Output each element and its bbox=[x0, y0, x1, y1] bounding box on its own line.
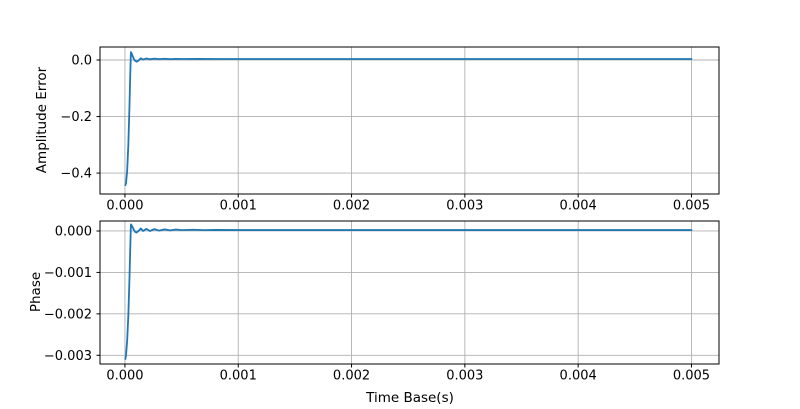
x-tick-label: 0.004 bbox=[560, 199, 597, 214]
y-axis-label-amplitude-error: Amplitude Error bbox=[34, 66, 50, 174]
y-tick-label: −0.003 bbox=[44, 349, 92, 364]
x-axis-label-time-base: Time Base(s) bbox=[366, 390, 454, 406]
y-axis-label-phase: Phase bbox=[28, 271, 44, 313]
x-tick-label: 0.004 bbox=[560, 369, 597, 384]
plot-border bbox=[99, 46, 720, 195]
amplitude-error-line bbox=[124, 51, 693, 186]
x-tick-label: 0.001 bbox=[220, 199, 257, 214]
y-tick-label: −0.002 bbox=[44, 307, 92, 322]
x-tick-label: 0.003 bbox=[446, 199, 483, 214]
plot-border bbox=[99, 220, 720, 365]
x-tick-label: 0.000 bbox=[106, 199, 143, 214]
y-tick-label: −0.001 bbox=[44, 266, 92, 281]
x-tick-label: 0.002 bbox=[333, 369, 370, 384]
y-tick-label: −0.2 bbox=[60, 110, 92, 125]
x-tick-label: 0.003 bbox=[446, 369, 483, 384]
x-tick-label: 0.002 bbox=[333, 199, 370, 214]
x-tick-label: 0.005 bbox=[673, 369, 710, 384]
y-tick-label: 0.0 bbox=[71, 54, 92, 69]
x-tick-label: 0.001 bbox=[220, 369, 257, 384]
y-tick-label: 0.000 bbox=[55, 225, 92, 240]
phase-line bbox=[124, 223, 693, 360]
x-tick-label: 0.005 bbox=[673, 199, 710, 214]
y-tick-label: −0.4 bbox=[60, 167, 92, 182]
x-tick-label: 0.000 bbox=[106, 369, 143, 384]
